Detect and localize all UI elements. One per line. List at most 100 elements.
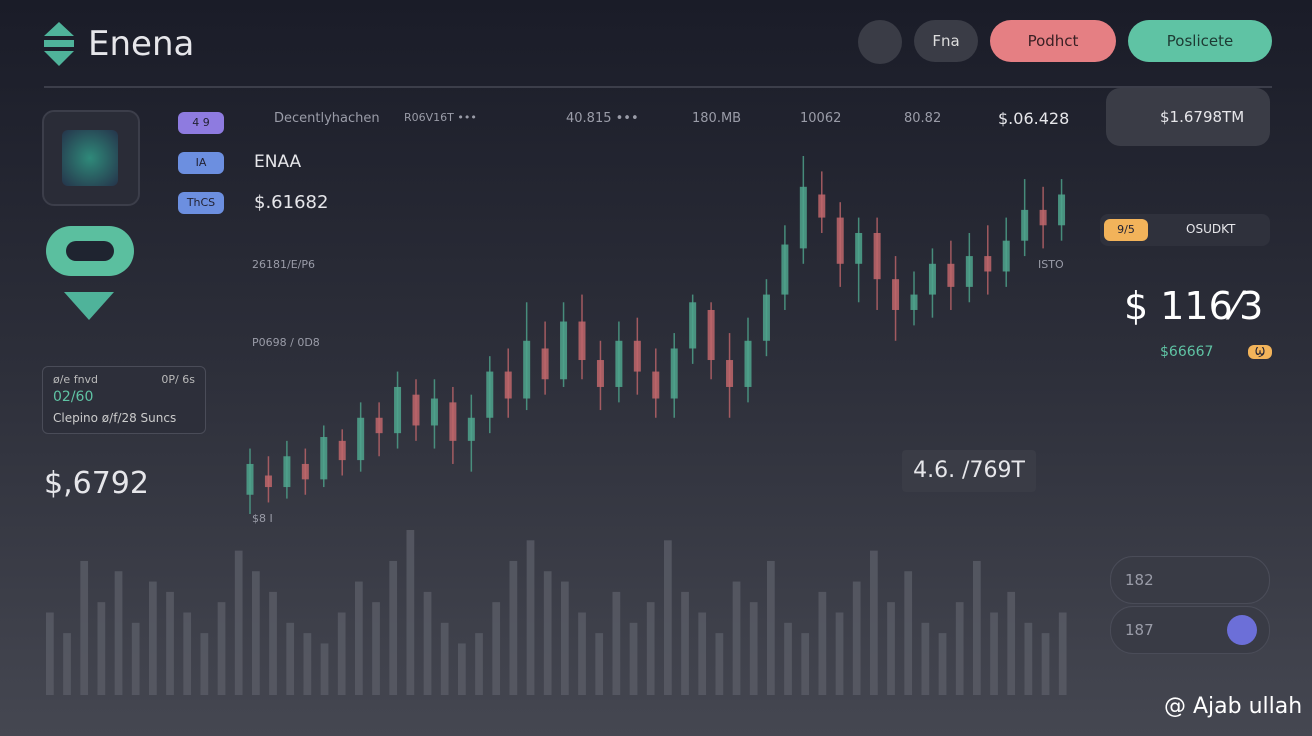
candle-body xyxy=(910,294,918,310)
candle-body xyxy=(965,256,973,287)
candle-body xyxy=(394,386,402,434)
volume-bar xyxy=(406,530,415,695)
divider xyxy=(44,86,1272,88)
volume-bar xyxy=(80,560,89,695)
change: $66667 xyxy=(1160,344,1214,360)
button[interactable]: Poslicete xyxy=(1128,20,1272,62)
volume-bar xyxy=(561,581,569,695)
candle-body xyxy=(283,456,291,488)
candle-body xyxy=(264,475,272,488)
label: OSUDKT xyxy=(1186,222,1236,236)
volume-bar xyxy=(732,581,741,695)
price: $,6792 xyxy=(44,466,149,501)
volume-bar xyxy=(320,643,329,695)
candle-body xyxy=(892,279,900,310)
candle-body xyxy=(726,360,734,387)
candle-body xyxy=(928,263,936,295)
volume-bar xyxy=(870,550,878,695)
volume-bar xyxy=(458,643,466,695)
axis-label: 26181/E/P6 xyxy=(252,258,315,271)
candle-body xyxy=(449,402,457,441)
volume-bar xyxy=(269,591,277,695)
candle-body xyxy=(1002,240,1010,272)
candle-body xyxy=(652,371,660,399)
button[interactable]: Fna xyxy=(914,20,978,62)
volume-bar xyxy=(440,622,449,695)
chip: 4 9 xyxy=(178,112,224,134)
knob xyxy=(1227,615,1257,645)
candle-body xyxy=(412,394,420,426)
stat: R06V16T ••• xyxy=(404,111,477,124)
candle-body xyxy=(947,263,955,287)
candle-body xyxy=(1058,194,1066,226)
candle-body xyxy=(633,340,641,372)
volume-bar xyxy=(595,633,604,695)
candle-body xyxy=(301,463,309,480)
axis-label: $8 I xyxy=(252,512,273,525)
volume-bar xyxy=(818,591,827,695)
volume-bar xyxy=(612,591,621,695)
volume-bar xyxy=(938,633,947,695)
volume-bar xyxy=(337,612,346,695)
candle-body xyxy=(855,232,863,264)
volume-bar xyxy=(166,591,174,695)
logo-text: Enena xyxy=(88,24,195,64)
volume-bar xyxy=(114,571,123,695)
volume-bar xyxy=(97,602,106,695)
volume-bar xyxy=(955,602,964,695)
big-price: $ 116⁄3 xyxy=(1124,284,1264,328)
label: 0P/ 6s xyxy=(161,373,195,386)
volume-bar xyxy=(990,612,998,695)
candle-body xyxy=(670,348,678,399)
candle-body xyxy=(818,194,826,218)
candle-body xyxy=(689,302,697,349)
candle-body xyxy=(357,417,365,461)
overlay-label: 4.6. /769T xyxy=(902,450,1036,492)
volume-bar xyxy=(543,571,552,695)
volume-bar xyxy=(234,550,243,695)
volume-bar xyxy=(63,633,71,695)
volume-bar xyxy=(887,602,895,695)
volume-bar xyxy=(286,622,295,695)
candle-body xyxy=(486,371,494,418)
balance-card: $1.6798TM xyxy=(1106,88,1270,146)
toggle[interactable] xyxy=(46,226,134,276)
volume-bar xyxy=(1007,591,1016,695)
candlestick-chart xyxy=(246,156,1066,514)
volume-bar xyxy=(217,602,226,695)
ticker-name: ENAA xyxy=(254,152,302,172)
volume-bar xyxy=(921,622,930,695)
candle-body xyxy=(707,309,715,361)
volume-bar xyxy=(131,622,140,695)
candle-body xyxy=(523,340,531,399)
stat: 10062 xyxy=(800,111,842,126)
volume-bar xyxy=(1058,612,1067,695)
candle-body xyxy=(781,244,789,295)
label: 182 xyxy=(1125,571,1154,589)
stat: Decentlyhachen xyxy=(274,111,380,126)
volume-bar xyxy=(715,633,724,695)
candle-body xyxy=(560,321,568,380)
control[interactable]: 187 xyxy=(1110,606,1270,654)
volume-bar xyxy=(629,622,638,695)
volume-bar xyxy=(852,581,861,695)
stat: 80.82 xyxy=(904,111,942,126)
info-card: ø/e fnvd 0P/ 6s 02/60 Clepino ø/f/28 Sun… xyxy=(42,366,206,434)
button[interactable]: Podhct xyxy=(990,20,1116,62)
label: 187 xyxy=(1125,621,1154,639)
volume-bar xyxy=(46,612,54,695)
icon-button[interactable] xyxy=(858,20,902,64)
avatar xyxy=(42,110,140,206)
volume-bar xyxy=(767,560,775,695)
selector[interactable]: 9/5 OSUDKT xyxy=(1100,214,1270,246)
control[interactable]: 182 xyxy=(1110,556,1270,604)
volume-bar xyxy=(801,633,810,695)
watermark: @ Ajab ullah xyxy=(1164,694,1303,719)
volume-bar xyxy=(749,602,758,695)
volume-bar xyxy=(492,602,501,695)
volume-bar xyxy=(183,612,192,695)
stat: $.06.428 xyxy=(998,109,1070,128)
volume-bar xyxy=(389,560,398,695)
label: ø/e fnvd xyxy=(53,373,99,386)
